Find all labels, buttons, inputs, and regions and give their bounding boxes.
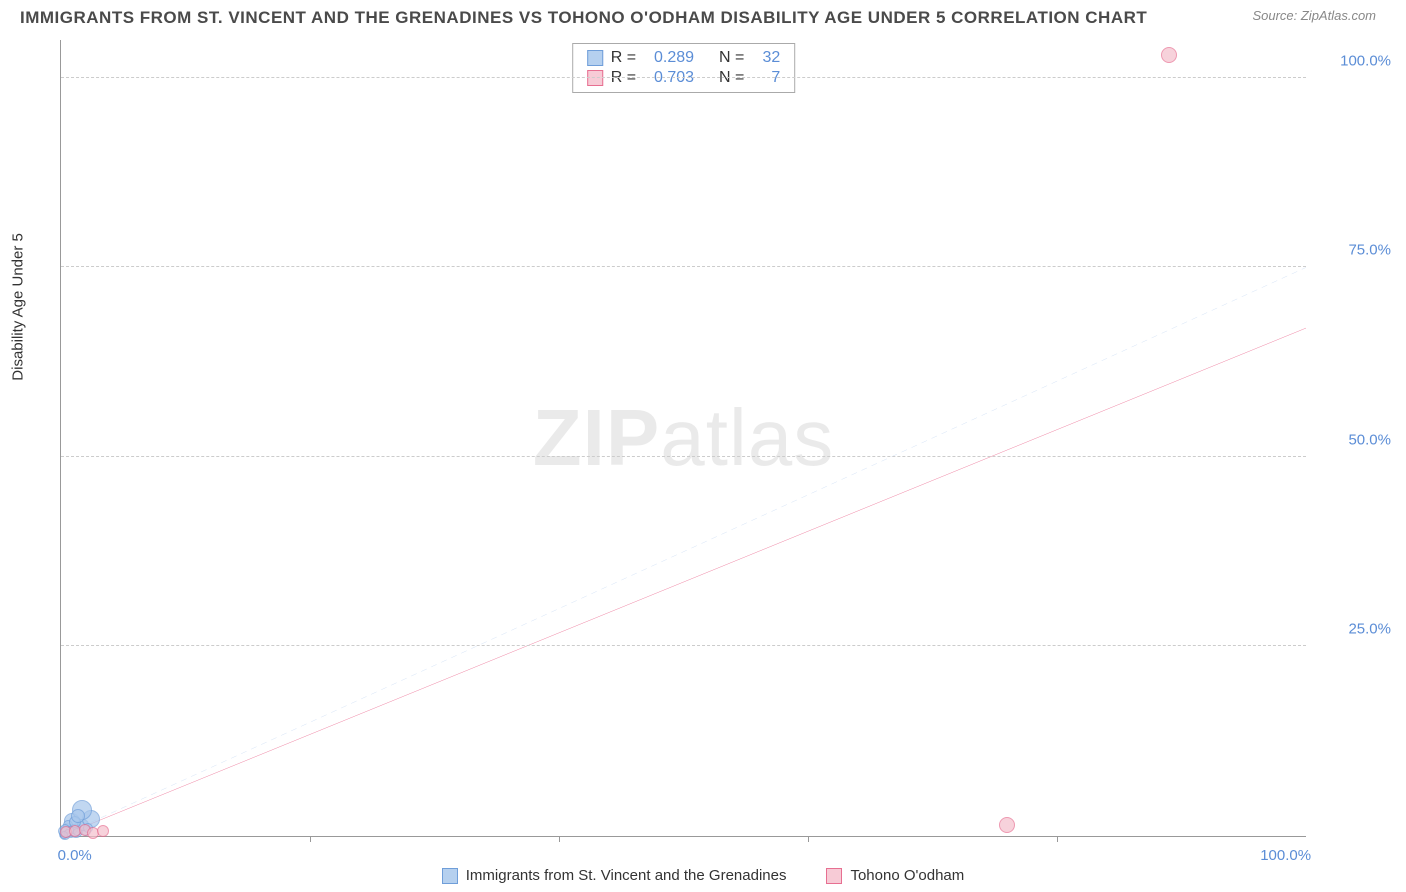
legend-swatch [587,50,603,66]
x-tick-mark [808,836,809,842]
stat-n-label: N = [719,69,744,87]
x-tick-mark [310,836,311,842]
x-tick-mark [559,836,560,842]
scatter-point [97,825,109,837]
stat-n-value: 7 [752,69,780,87]
x-tick-label: 100.0% [1260,847,1311,864]
stat-r-label: R = [611,49,636,67]
stats-row: R = 0.703 N = 7 [587,68,781,88]
scatter-point [71,809,85,823]
gridline-h [61,645,1306,646]
legend-label: Immigrants from St. Vincent and the Gren… [466,867,787,884]
gridline-h [61,77,1306,78]
stat-r-value: 0.703 [644,69,694,87]
gridline-h [61,266,1306,267]
chart-plot-area: ZIPatlas R =0.289 N =32R =0.703 N =7 25.… [60,40,1306,837]
legend-item: Immigrants from St. Vincent and the Gren… [442,867,787,884]
trend-line [61,328,1306,836]
bottom-legend: Immigrants from St. Vincent and the Gren… [0,867,1406,884]
y-tick-label: 50.0% [1316,431,1391,448]
x-tick-label: 0.0% [58,847,92,864]
gridline-h [61,456,1306,457]
stats-row: R = 0.289 N = 32 [587,48,781,68]
scatter-point [1161,47,1177,63]
y-axis-label: Disability Age Under 5 [10,233,27,381]
source-label: Source: ZipAtlas.com [1252,8,1386,23]
legend-swatch [587,70,603,86]
legend-item: Tohono O'odham [826,867,964,884]
correlation-stats-box: R = 0.289 N = 32 R = 0.703 N = 7 [572,43,796,93]
x-tick-mark [1057,836,1058,842]
y-tick-label: 25.0% [1316,621,1391,638]
trend-lines-svg [61,40,1306,836]
legend-label: Tohono O'odham [850,867,964,884]
chart-title: IMMIGRANTS FROM ST. VINCENT AND THE GREN… [20,8,1147,28]
stat-n-label: N = [719,49,744,67]
trend-line [61,267,1306,836]
legend-swatch [826,868,842,884]
stat-r-label: R = [611,69,636,87]
y-tick-label: 75.0% [1316,242,1391,259]
scatter-point [999,817,1015,833]
stat-r-value: 0.289 [644,49,694,67]
stat-n-value: 32 [752,49,780,67]
y-tick-label: 100.0% [1316,52,1391,69]
legend-swatch [442,868,458,884]
